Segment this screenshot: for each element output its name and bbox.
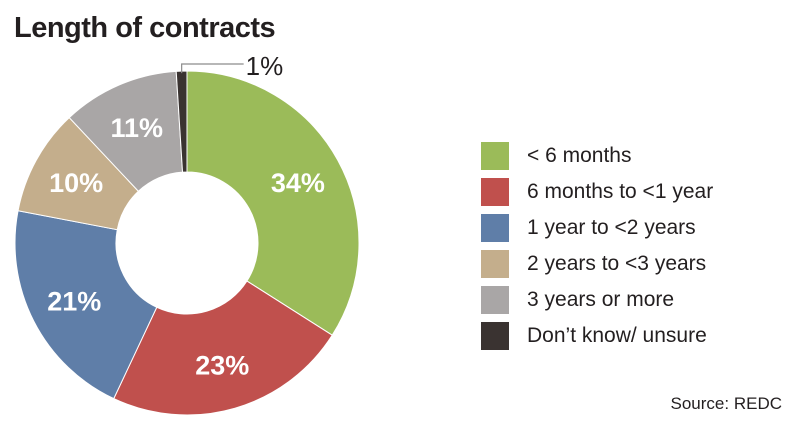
legend-swatch — [481, 142, 509, 170]
legend-item-1: < 6 months — [481, 138, 713, 174]
legend-label: < 6 months — [527, 144, 632, 167]
chart-legend: < 6 months 6 months to <1 year 1 year to <… — [481, 138, 713, 354]
legend-label: 6 months to <1 year — [527, 180, 714, 203]
legend-swatch — [481, 178, 509, 206]
slice-value-label-6: 1% — [246, 51, 284, 81]
legend-item-6: Don’t know/ unsure — [481, 318, 713, 354]
legend-item-3: 1 year to <2 years — [481, 210, 713, 246]
legend-label: 3 years or more — [527, 288, 675, 311]
source-note: Source: REDC — [670, 394, 782, 413]
slice-value-label-2: 23% — [195, 350, 249, 380]
slice-value-label-4: 10% — [49, 168, 103, 198]
donut-slice-3 — [14, 210, 158, 400]
callout-leader-line — [181, 63, 244, 74]
slice-value-label-1: 34% — [271, 168, 325, 198]
legend-label: Don’t know/ unsure — [527, 324, 707, 347]
donut-slice-2 — [113, 280, 333, 416]
legend-item-5: 3 years or more — [481, 282, 713, 318]
legend-label: 2 years to <3 years — [527, 252, 707, 275]
legend-swatch — [481, 214, 509, 242]
legend-label: 1 year to <2 years — [527, 216, 696, 239]
legend-item-4: 2 years to <3 years — [481, 246, 713, 282]
donut-slice-6 — [175, 70, 188, 173]
legend-swatch — [481, 286, 509, 314]
chart-title: Length of contracts — [14, 12, 276, 44]
slice-value-label-3: 21% — [47, 286, 101, 316]
legend-item-2: 6 months to <1 year — [481, 174, 713, 210]
legend-swatch — [481, 250, 509, 278]
donut-slice-1 — [186, 70, 360, 336]
legend-swatch — [481, 322, 509, 350]
slice-value-label-5: 11% — [110, 113, 163, 143]
